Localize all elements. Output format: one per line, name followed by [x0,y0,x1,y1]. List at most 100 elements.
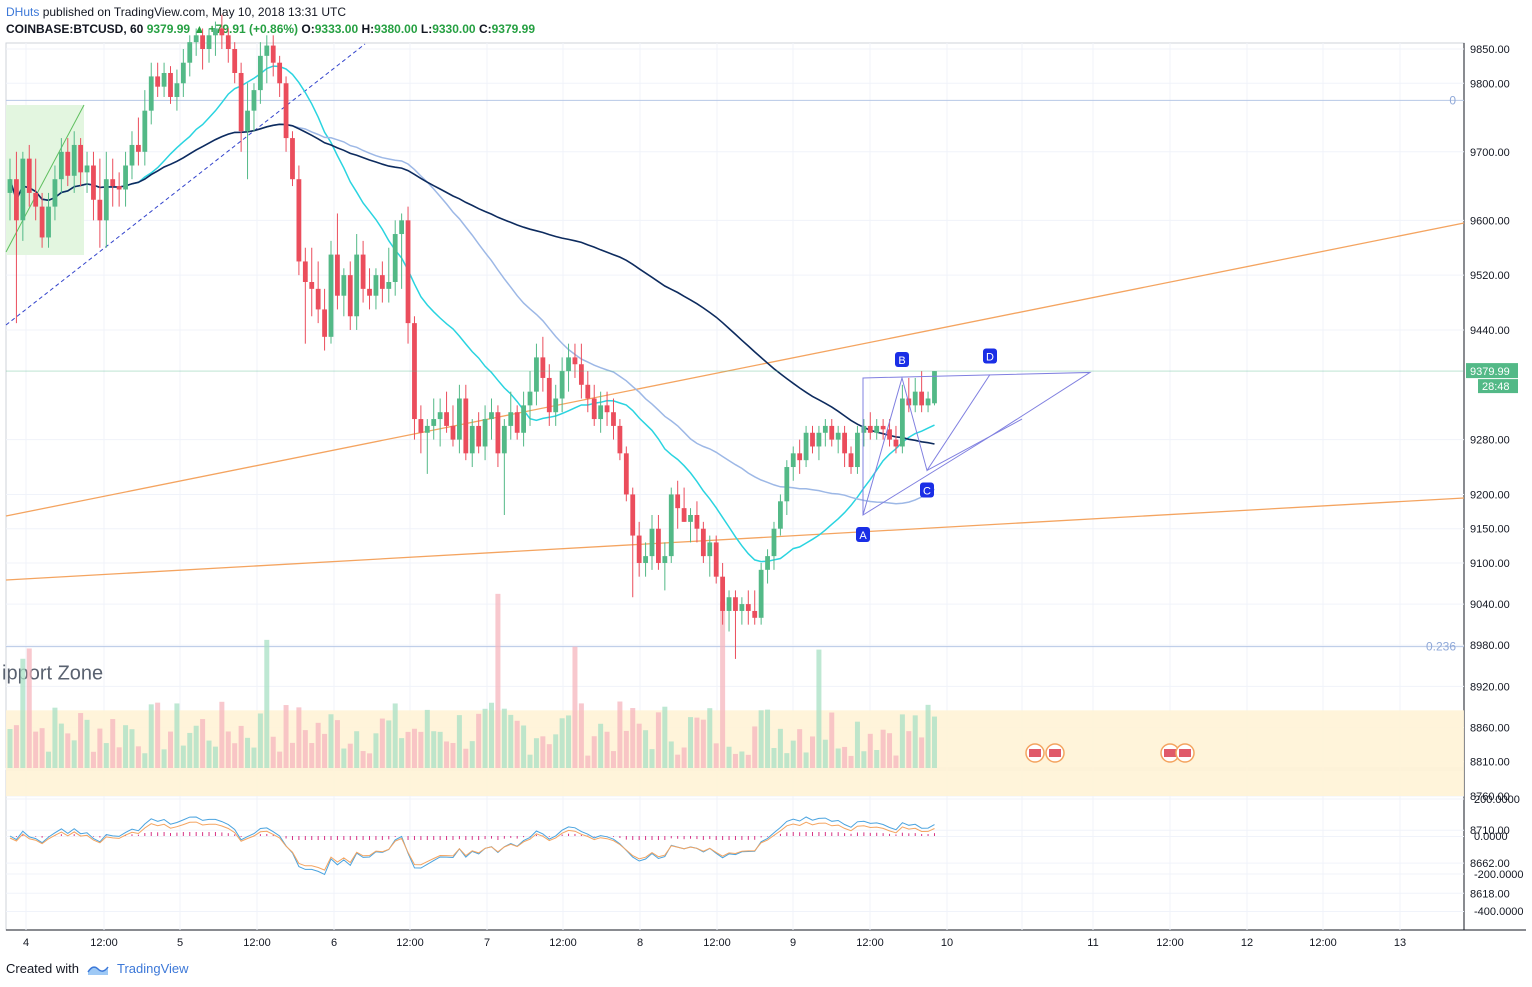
candle-body [848,453,854,468]
candle-body [136,144,141,152]
candle-body [200,35,205,49]
volume-bar [784,753,790,768]
volume-bar [142,753,148,768]
volume-bar [225,731,231,768]
candle-body [264,45,270,56]
volume-bar [103,743,109,768]
candle-body [932,371,937,404]
volume-bar [842,746,848,768]
volume-bar [623,730,629,768]
candle-body [52,179,58,207]
price-tick-label: 8710.00 [1470,825,1510,837]
volume-bar [533,738,539,768]
volume-bar [392,703,398,768]
volume-bar [720,601,726,768]
candle-body [521,405,526,433]
volume-bar [161,749,167,768]
volume-bar [848,755,854,768]
candles-group [7,14,937,659]
volume-bar [360,751,366,768]
volume-bar [553,734,559,768]
volume-bar [578,703,584,768]
candle-body [880,425,886,430]
high-label: H: [361,22,375,36]
volume-bar [732,753,738,768]
candle-body [341,275,347,296]
pattern-point-marker [983,348,997,364]
macd-axis-label: -200.0000 [1474,869,1524,881]
candle-body [296,179,302,262]
volume-bar [71,740,77,768]
candle-body [335,254,340,296]
volume-bar [700,719,706,768]
candle-body [103,179,109,221]
volume-bar [514,720,520,768]
volume-bar [463,748,469,768]
volume-bar [155,702,161,768]
author-link[interactable]: DHuts [6,5,40,19]
volume-bar [919,737,925,768]
candle-body [707,542,713,557]
price-tick-label: 9700.00 [1470,147,1510,159]
candle-body [636,535,642,563]
volume-bar [822,739,828,768]
low-value: 9330.00 [432,22,476,36]
volume-bar [630,708,636,768]
candle-body [694,515,700,529]
volume-bar [829,712,835,768]
tradingview-brand[interactable]: TradingView [116,961,189,976]
time-tick-label: 5 [177,937,183,949]
volume-bar [148,704,154,768]
candle-body [758,569,764,618]
volume-bar [668,741,674,768]
candle-body [919,391,925,406]
candle-body [810,432,815,447]
footer: Created with TradingView [6,961,189,976]
candle-body [26,158,32,193]
volume-bar [123,725,129,768]
volume-bar [610,751,616,768]
candle-body [540,357,546,378]
symbol-label[interactable]: COINBASE:BTCUSD, 60 [6,22,144,36]
volume-bar [572,646,578,768]
candle-body [476,425,482,447]
candle-body [283,83,289,139]
candle-body [155,76,161,87]
volume-bar [893,755,899,768]
candle-body [39,206,45,238]
candle-body [180,62,186,84]
candle-body [623,453,629,495]
price-tick-label: 9520.00 [1470,270,1510,282]
pattern-point-marker [856,527,870,543]
volume-bar [277,751,283,768]
candle-body [745,604,751,611]
candle-body [328,254,334,337]
tradingview-logo-icon [87,965,109,975]
candle-body [784,467,790,502]
volume-bar [84,719,90,768]
time-tick-label: 12 [1241,937,1253,949]
volume-bar [604,731,610,768]
candle-body [534,357,539,392]
volume-bar [431,731,437,768]
candle-body [681,508,687,522]
candle-body [129,144,135,166]
candle-body [123,165,128,190]
candle-body [790,453,796,468]
fib-label: 0.236 [1426,640,1456,654]
volume-bar [790,740,796,768]
volume-bar [797,729,803,768]
volume-bar [854,721,860,768]
candle-body [842,432,847,454]
price-tick-label: 9800.00 [1470,78,1510,90]
candle-body [668,494,674,557]
volume-bar [912,715,918,768]
close-value: 9379.99 [491,22,535,36]
trend-line [5,222,1465,517]
candle-body [379,275,385,289]
macd-signal-line [9,821,935,871]
volume-bar [328,714,334,768]
candle-body [78,144,84,173]
price-tick-label: 8860.00 [1470,722,1510,734]
